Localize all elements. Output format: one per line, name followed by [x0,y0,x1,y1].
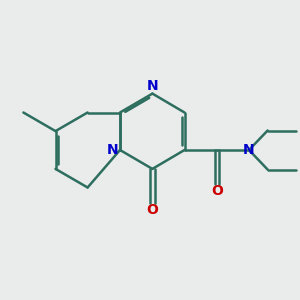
Text: N: N [243,143,255,157]
Text: N: N [147,79,158,93]
Text: O: O [146,203,158,217]
Text: N: N [107,143,118,157]
Text: O: O [211,184,223,198]
